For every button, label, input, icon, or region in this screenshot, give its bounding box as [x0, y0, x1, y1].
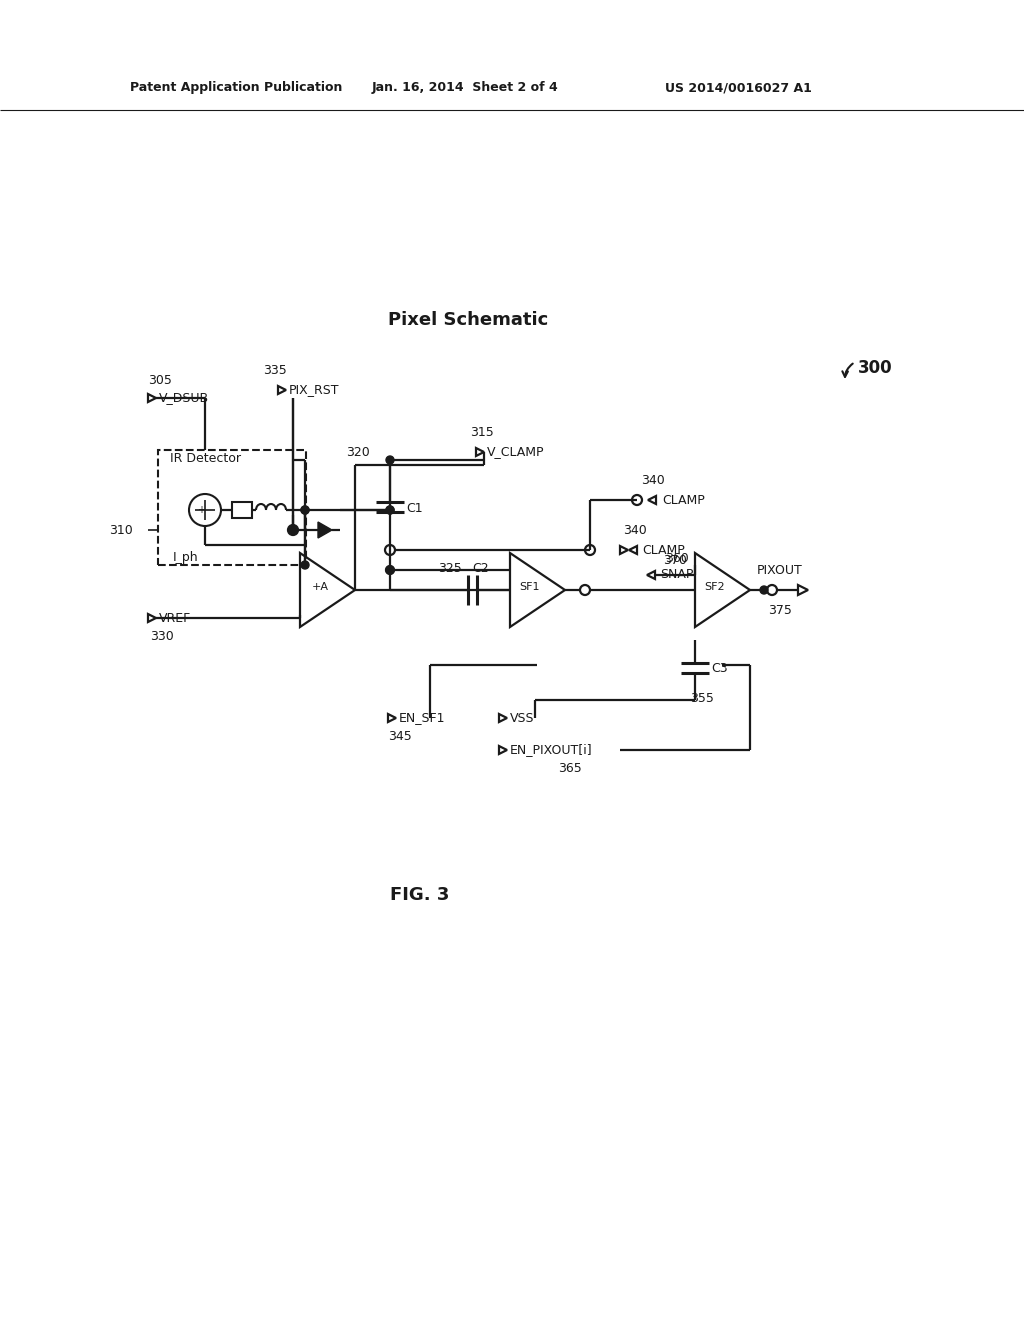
- Circle shape: [386, 455, 394, 465]
- Text: CLAMP: CLAMP: [642, 544, 685, 557]
- Circle shape: [289, 525, 297, 535]
- Text: 340: 340: [641, 474, 665, 487]
- Text: 305: 305: [148, 374, 172, 387]
- Text: FIG. 3: FIG. 3: [390, 886, 450, 904]
- Bar: [158, 450, 306, 565]
- Text: US 2014/0016027 A1: US 2014/0016027 A1: [665, 82, 812, 95]
- Text: 300: 300: [858, 359, 893, 378]
- Text: EN_PIXOUT[i]: EN_PIXOUT[i]: [510, 743, 593, 756]
- Text: EN_SF1: EN_SF1: [399, 711, 445, 725]
- Text: 335: 335: [263, 364, 287, 378]
- Circle shape: [760, 586, 768, 594]
- Text: C3: C3: [711, 661, 728, 675]
- Text: 330: 330: [150, 631, 174, 644]
- Circle shape: [386, 506, 394, 513]
- Text: VSS: VSS: [510, 711, 535, 725]
- Text: 355: 355: [690, 692, 714, 705]
- Bar: [232, 502, 252, 517]
- Text: C2: C2: [472, 561, 488, 574]
- Text: 365: 365: [558, 762, 582, 775]
- Circle shape: [386, 506, 394, 513]
- Text: V_DSUB: V_DSUB: [159, 392, 209, 404]
- Text: V_CLAMP: V_CLAMP: [487, 446, 545, 458]
- Text: IR Detector: IR Detector: [170, 451, 241, 465]
- Text: C1: C1: [406, 502, 423, 515]
- Text: 340: 340: [624, 524, 647, 536]
- Text: 345: 345: [388, 730, 412, 743]
- Text: 375: 375: [768, 603, 792, 616]
- Text: PIX_RST: PIX_RST: [289, 384, 340, 396]
- Text: Pixel Schematic: Pixel Schematic: [388, 312, 548, 329]
- Circle shape: [386, 566, 394, 574]
- Text: 310: 310: [110, 524, 133, 536]
- Circle shape: [301, 561, 309, 569]
- Text: SF2: SF2: [705, 582, 725, 591]
- Text: 325: 325: [438, 561, 462, 574]
- Circle shape: [301, 506, 309, 513]
- Text: CLAMP: CLAMP: [662, 494, 705, 507]
- Text: SNAP: SNAP: [660, 569, 693, 582]
- Text: 370: 370: [664, 553, 687, 566]
- Text: +: +: [197, 506, 205, 515]
- Text: SF1: SF1: [520, 582, 541, 591]
- Text: 320: 320: [346, 446, 370, 458]
- Text: I_ph: I_ph: [173, 552, 199, 565]
- Polygon shape: [318, 521, 332, 539]
- Circle shape: [301, 506, 309, 513]
- Text: Patent Application Publication: Patent Application Publication: [130, 82, 342, 95]
- Text: 315: 315: [470, 426, 494, 440]
- Text: VREF: VREF: [159, 611, 191, 624]
- Text: +A: +A: [311, 582, 329, 591]
- Text: Jan. 16, 2014  Sheet 2 of 4: Jan. 16, 2014 Sheet 2 of 4: [372, 82, 559, 95]
- Text: 360: 360: [665, 552, 689, 565]
- Text: PIXOUT: PIXOUT: [757, 564, 803, 577]
